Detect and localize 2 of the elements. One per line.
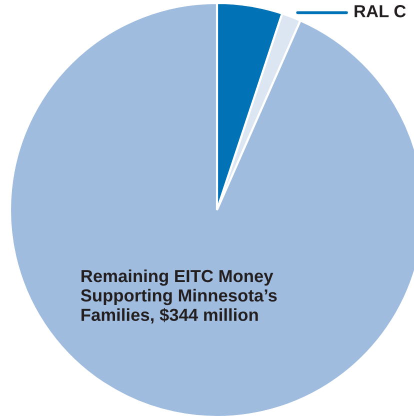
slice-label: Remaining EITC Money Supporting Minnesota’s Families, $344 million xyxy=(80,269,277,324)
slice-label: RAL C xyxy=(354,5,406,18)
